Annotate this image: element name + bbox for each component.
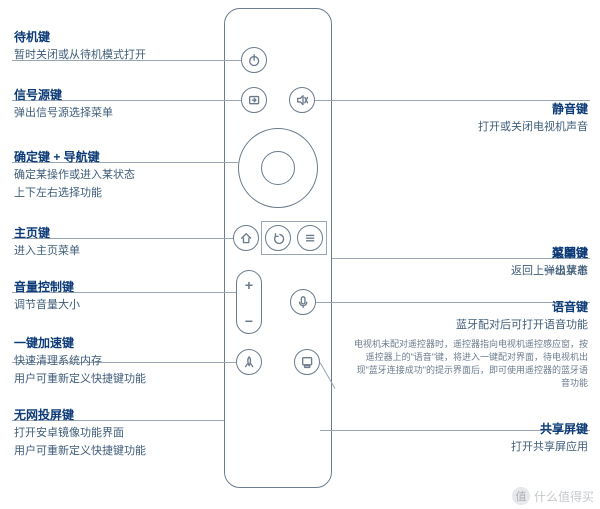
- label-volume: 音量控制键调节音量大小: [14, 278, 204, 315]
- ok-button[interactable]: [261, 151, 295, 185]
- label-menu: 菜单键弹出菜单: [348, 244, 588, 281]
- label-share: 共享屏键打开共享屏应用: [348, 420, 588, 457]
- power-button[interactable]: [241, 47, 267, 73]
- label-boost: 一键加速键快速清理系统内存用户可重新定义快捷键功能: [14, 334, 204, 388]
- watermark-badge: 值: [512, 487, 530, 505]
- cast-button[interactable]: [294, 349, 320, 375]
- label-ok: 确定键 + 导航键确定某操作或进入某状态上下左右选择功能: [14, 148, 204, 202]
- voice-button[interactable]: [290, 289, 316, 315]
- watermark-text: 什么值得买: [534, 488, 594, 505]
- label-voice: 语音键蓝牙配对后可打开语音功能电视机未配对遥控器时，遥控器指向电视机遥控感应窗，…: [348, 298, 588, 390]
- label-cast: 无网投屏键打开安卓镜像功能界面用户可重新定义快捷键功能: [14, 406, 204, 460]
- home-button[interactable]: [233, 225, 259, 251]
- label-power: 待机键暂时关闭或从待机模式打开: [14, 28, 204, 65]
- back-menu-highlight: [261, 221, 327, 255]
- source-button[interactable]: [241, 87, 267, 113]
- mute-button[interactable]: [289, 87, 315, 113]
- label-home: 主页键进入主页菜单: [14, 224, 204, 261]
- boost-button[interactable]: [236, 349, 262, 375]
- label-mute: 静音键打开或关闭电视机声音: [348, 100, 588, 137]
- label-source: 信号源键弹出信号源选择菜单: [14, 86, 204, 123]
- volume-rocker[interactable]: +−: [236, 270, 262, 334]
